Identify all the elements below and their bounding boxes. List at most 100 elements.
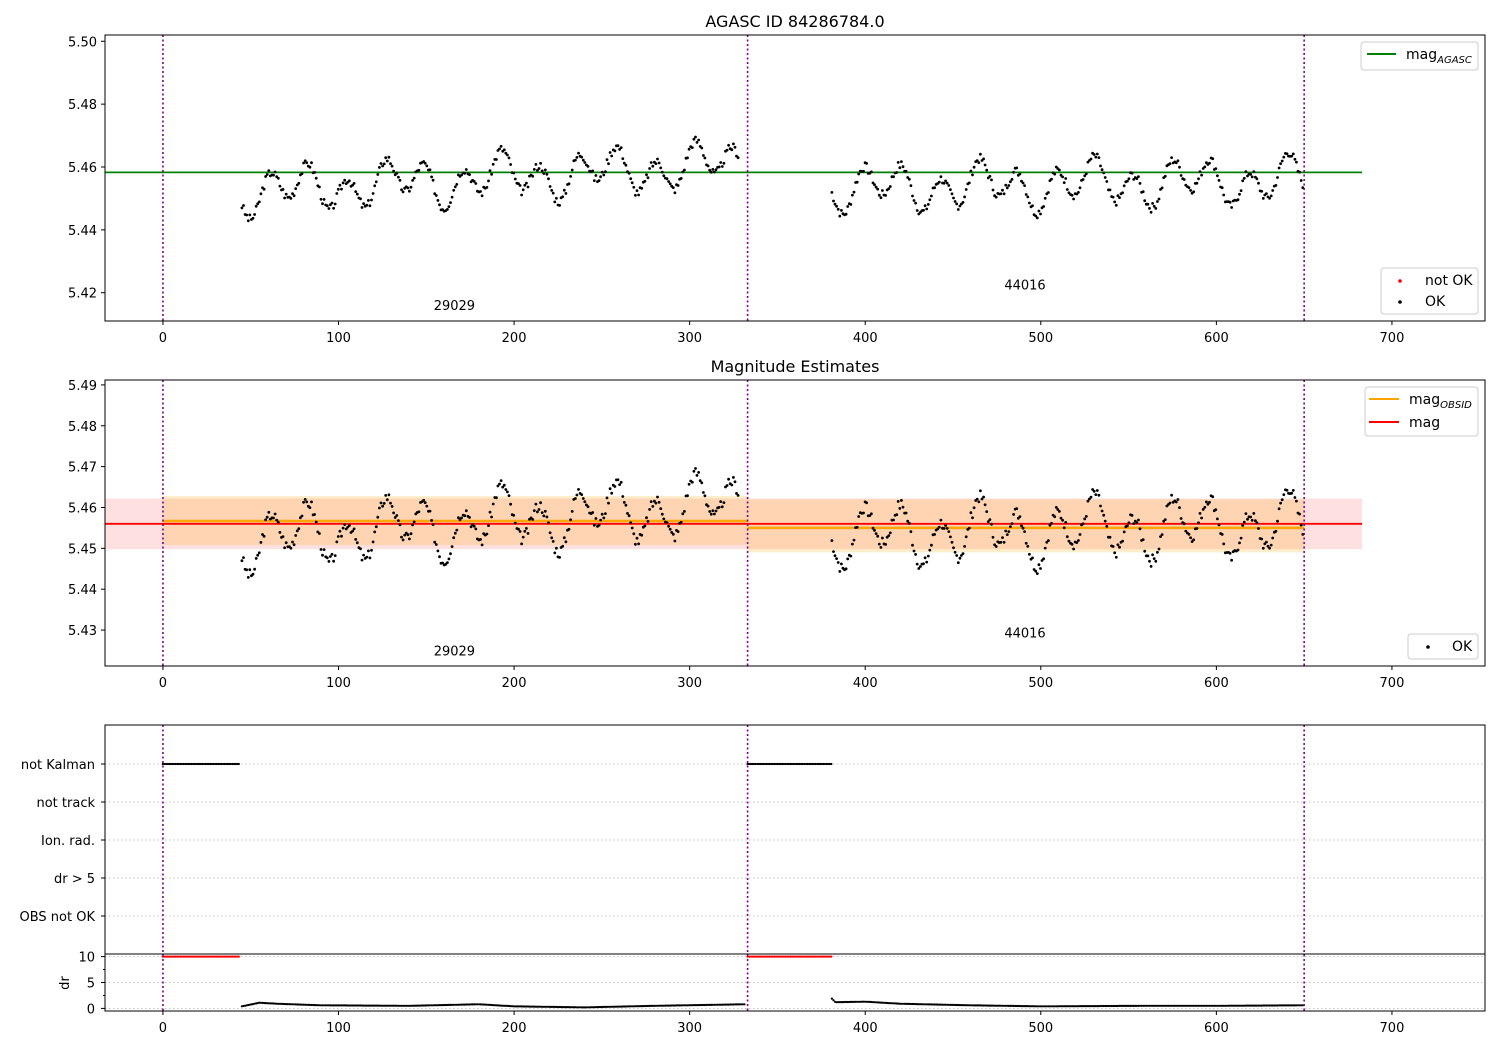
- panel1-data-point: [619, 146, 623, 150]
- dr-point: [692, 1004, 696, 1007]
- panel1-data-point: [1002, 192, 1006, 196]
- dr-point: [313, 1004, 316, 1007]
- dr-clipped-point: [784, 955, 787, 958]
- panel1-data-point: [1092, 153, 1096, 156]
- dr-point: [1217, 1004, 1221, 1007]
- panel2-data-point: [1130, 514, 1134, 517]
- panel2-data-point: [662, 517, 666, 521]
- panel2-data-point: [259, 541, 263, 544]
- panel2-data-point: [1100, 509, 1104, 513]
- panel2-data-point: [1121, 539, 1124, 543]
- panel2-data-point: [521, 535, 525, 539]
- panel1-data-point: [673, 191, 677, 195]
- panel1-data-point: [725, 148, 729, 152]
- panel2-data-point: [967, 526, 971, 530]
- panel1-data-point: [1089, 157, 1093, 161]
- dr-point: [316, 1004, 319, 1007]
- panel1-data-point: [659, 166, 663, 170]
- panel2-data-point: [1198, 512, 1202, 515]
- panel2-data-point: [378, 506, 381, 510]
- dr-point: [1292, 1004, 1295, 1007]
- dr-point: [379, 1004, 383, 1007]
- dr-point: [1176, 1004, 1179, 1007]
- panel1-data-point: [512, 171, 516, 175]
- panel2-data-point: [403, 533, 407, 537]
- panel2-data-point: [1214, 508, 1218, 511]
- dr-point: [854, 1000, 857, 1003]
- dr-point: [1260, 1004, 1263, 1007]
- panel2-data-point: [297, 527, 301, 531]
- panel2-data-point: [1108, 535, 1112, 539]
- panel2-data-point: [436, 549, 440, 553]
- panel2-data-point: [520, 542, 523, 546]
- dr-point: [1058, 1005, 1061, 1008]
- panel2-data-point: [374, 525, 378, 529]
- panel1-data-point: [991, 188, 995, 192]
- panel1-data-point: [982, 157, 985, 161]
- dr-point: [1093, 1005, 1096, 1008]
- panel2-data-point: [887, 534, 891, 537]
- dr-point: [979, 1004, 982, 1007]
- dr-point: [892, 1002, 895, 1005]
- panel2-data-point: [975, 497, 979, 501]
- panel1-xtick-label: 600: [1204, 331, 1229, 346]
- dr-point: [1034, 1005, 1037, 1008]
- dr-point: [272, 1002, 275, 1005]
- panel2-data-point: [1058, 510, 1061, 513]
- panel2-data-point: [490, 515, 493, 519]
- dr-point: [737, 1003, 740, 1006]
- panel1-data-point: [621, 157, 625, 161]
- panel1-data-point: [605, 158, 609, 162]
- dr-point: [1240, 1004, 1243, 1007]
- panel2-data-point: [1239, 536, 1243, 540]
- panel2-data-point: [1132, 522, 1136, 525]
- panel2-data-point: [545, 515, 549, 519]
- panel1-data-point: [411, 179, 414, 182]
- panel1-data-point: [1009, 180, 1012, 184]
- panel1-data-point: [640, 186, 644, 190]
- panel1-data-point: [922, 208, 925, 212]
- dr-point: [658, 1004, 661, 1007]
- panel2-data-point: [835, 557, 838, 560]
- dr-point: [368, 1004, 371, 1007]
- flag-point: [165, 762, 168, 766]
- panel2-data-point: [463, 514, 467, 518]
- panel1-data-point: [622, 161, 626, 165]
- panel1-data-point: [1242, 176, 1246, 180]
- panel2-data-point: [581, 497, 585, 500]
- dr-point: [1287, 1004, 1290, 1007]
- dr-clipped-point: [217, 955, 220, 958]
- dr-point: [897, 1002, 900, 1005]
- panel1-data-point: [536, 169, 539, 172]
- dr-point: [707, 1003, 710, 1007]
- panel1-data-point: [851, 193, 854, 197]
- panel1-data-point: [330, 201, 334, 205]
- panel1-data-point: [308, 165, 312, 169]
- panel1-data-point: [942, 181, 946, 185]
- panel1-data-point: [332, 206, 335, 210]
- dr-point: [987, 1004, 990, 1007]
- flag-point: [163, 762, 166, 766]
- panel1-data-point: [607, 162, 610, 166]
- panel1-data-point: [703, 156, 707, 160]
- panel2-data-point: [376, 515, 380, 519]
- panel2-data-point: [499, 479, 503, 482]
- dr-point: [1101, 1004, 1104, 1008]
- flag-point: [225, 762, 228, 766]
- panel1-data-point: [580, 155, 584, 159]
- flag-point: [803, 762, 806, 766]
- panel1-data-point: [256, 202, 260, 206]
- panel2-data-point: [1065, 535, 1069, 539]
- panel1-data-point: [553, 200, 557, 204]
- dr-clipped-point: [814, 955, 817, 958]
- dr-point: [1080, 1005, 1083, 1008]
- dr-point: [402, 1004, 405, 1007]
- panel2-data-point: [840, 562, 843, 566]
- dr-point: [667, 1004, 670, 1007]
- panel1-data-point: [1279, 162, 1282, 166]
- panel2-data-point: [344, 527, 348, 531]
- panel1-data-point: [564, 192, 568, 195]
- dr-point: [996, 1004, 999, 1007]
- panel1-data-point: [254, 204, 258, 208]
- dr-point: [465, 1003, 468, 1006]
